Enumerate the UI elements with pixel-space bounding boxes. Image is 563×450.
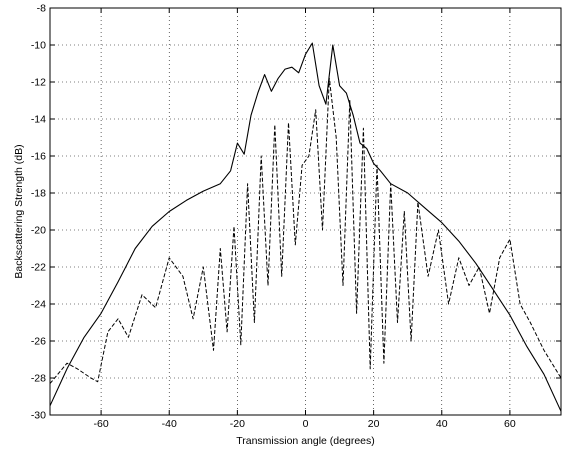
y-axis-label: Backscattering Strength (dB) — [13, 144, 25, 278]
y-tick-label: -28 — [31, 373, 46, 385]
x-tick-label: 0 — [303, 418, 309, 430]
y-tick-label: -10 — [31, 40, 46, 52]
y-tick-label: -18 — [31, 188, 46, 200]
solid-series-line — [49, 42, 562, 412]
plot-frame — [49, 7, 562, 416]
x-tick-label: -60 — [94, 418, 109, 430]
y-tick-label: -8 — [37, 3, 46, 15]
y-tick-label: -12 — [31, 77, 46, 89]
x-axis-label: Transmission angle (degrees) — [236, 435, 375, 447]
y-tick-label: -16 — [31, 151, 46, 163]
x-tick-label: -20 — [230, 418, 245, 430]
x-tick-label: 40 — [436, 418, 448, 430]
grid — [50, 7, 561, 416]
x-tick-label: 20 — [368, 418, 380, 430]
ticks: -60 -40 -20 0 20 40 60 -30 -28 -26 -24 -22 -20 -18 -16… — [31, 3, 561, 430]
y-tick-label: -20 — [31, 225, 46, 237]
y-tick-label: -30 — [31, 410, 46, 422]
y-tick-label: -22 — [31, 262, 46, 274]
dashed-series-line — [49, 77, 562, 384]
y-tick-label: -26 — [31, 336, 46, 348]
x-tick-label: 60 — [504, 418, 516, 430]
series-layer — [49, 42, 562, 412]
y-tick-label: -24 — [31, 299, 46, 311]
y-tick-label: -14 — [31, 114, 46, 126]
x-tick-label: -40 — [162, 418, 177, 430]
